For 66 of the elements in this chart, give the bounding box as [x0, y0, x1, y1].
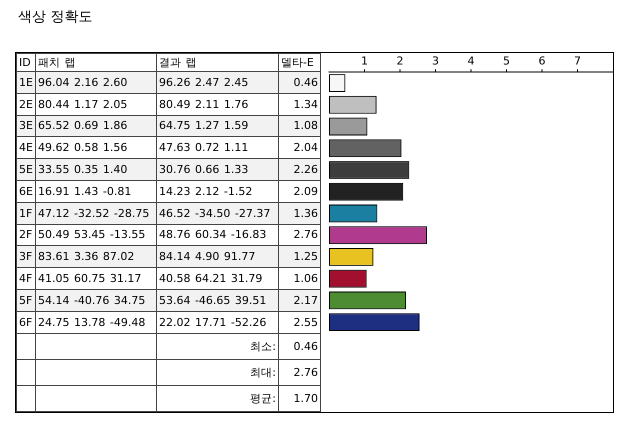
text: 30.76 0.66 1.33: [156, 158, 278, 180]
y-axis-title: ID: [16, 54, 36, 72]
text: 22.02 17.71 -52.26: [156, 311, 278, 334]
text: 96.04 2.16 2.60: [35, 72, 156, 94]
text: 65.52 0.69 1.86: [35, 115, 156, 137]
data-label: 0.46: [278, 72, 320, 94]
text: 64.75 1.27 1.59: [156, 115, 278, 137]
text: 80.44 1.17 2.05: [35, 93, 156, 116]
text: 41.05 60.75 31.17: [35, 268, 156, 290]
data-label: 2.09: [278, 180, 320, 202]
text: 24.75 13.78 -49.48: [35, 311, 156, 334]
text: 1.70: [278, 385, 320, 412]
data-label: 2.04: [278, 136, 320, 159]
text: 49.62 0.58 1.56: [35, 136, 156, 159]
data-label: 2.55: [278, 311, 320, 334]
y-tick-label: 5E: [16, 158, 36, 180]
text: 80.49 2.11 1.76: [156, 93, 278, 116]
text: 결과 랩: [156, 54, 278, 72]
x2-tick-label: 4: [467, 54, 474, 68]
data-label: 2.26: [278, 158, 320, 180]
data-label: 1.25: [278, 246, 320, 268]
text: 54.14 -40.76 34.75: [35, 289, 156, 312]
text: 48.76 60.34 -16.83: [156, 224, 278, 246]
data-label: 1.08: [278, 115, 320, 137]
text: 40.58 64.21 31.79: [156, 268, 278, 290]
text: 색상 정확도: [18, 8, 92, 26]
text: 14.23 2.12 -1.52: [156, 180, 278, 202]
text: 96.26 2.47 2.45: [156, 72, 278, 94]
x2-tick-label: 5: [502, 54, 510, 68]
text: 33.55 0.35 1.40: [35, 158, 156, 180]
x2-tick-label: 2: [396, 54, 404, 68]
x2-tick-label: 3: [432, 54, 439, 68]
y-tick-label: 2E: [16, 93, 36, 116]
y-tick-label: 6F: [16, 311, 36, 334]
y-tick-label: 1E: [16, 72, 36, 94]
data-label: 2.17: [278, 289, 320, 312]
text: 47.12 -32.52 -28.75: [35, 202, 156, 224]
text: 84.14 4.90 91.77: [156, 246, 278, 268]
text: 47.63 0.72 1.11: [156, 136, 278, 159]
y-tick-label: 4E: [16, 136, 36, 159]
y-tick-label: 6E: [16, 180, 36, 202]
x2-tick-label: 6: [538, 54, 546, 68]
y-tick-label: 3E: [16, 115, 36, 137]
y-tick-label: 2F: [16, 224, 36, 246]
text: 53.64 -46.65 39.51: [156, 289, 278, 312]
text: 패치 랩: [35, 54, 156, 72]
data-label: 2.76: [278, 224, 320, 246]
y-tick-label: 3F: [16, 246, 36, 268]
y-tick-label: 4F: [16, 268, 36, 290]
text: 83.61 3.36 87.02: [35, 246, 156, 268]
text: 0.46: [278, 333, 320, 360]
text: 최소:: [156, 333, 278, 360]
data-label: 1.06: [278, 268, 320, 290]
data-label: 1.34: [278, 93, 320, 116]
data-label: 1.36: [278, 202, 320, 224]
text: 최대:: [156, 359, 278, 386]
x2-tick-label: 7: [574, 54, 581, 68]
x-axis-title: 델타-E: [278, 54, 320, 72]
y-tick-label: 5F: [16, 289, 36, 312]
text: 16.91 1.43 -0.81: [35, 180, 156, 202]
text: 46.52 -34.50 -27.37: [156, 202, 278, 224]
text: 평균:: [156, 385, 278, 412]
x2-tick-label: 1: [360, 54, 368, 68]
y-tick-label: 1F: [16, 202, 36, 224]
text: 50.49 53.45 -13.55: [35, 224, 156, 246]
text: 2.76: [278, 359, 320, 386]
